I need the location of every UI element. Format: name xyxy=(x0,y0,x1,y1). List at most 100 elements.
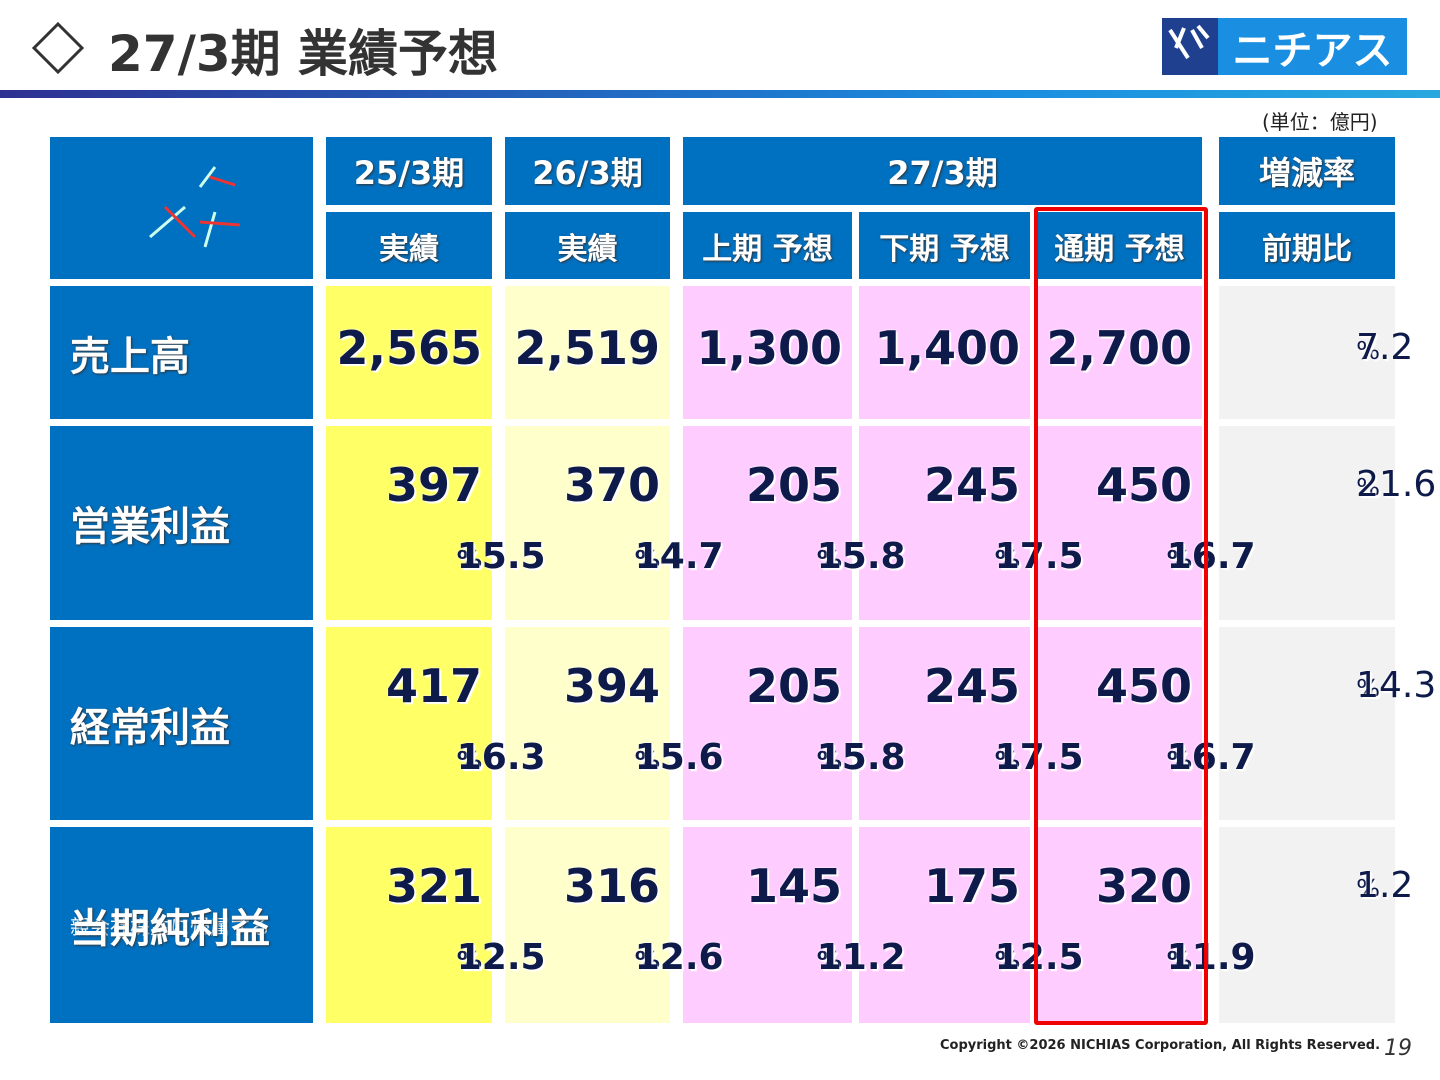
value: 417 xyxy=(385,659,482,713)
value: 397 xyxy=(385,458,482,512)
margin-unit: % xyxy=(994,946,1020,975)
highlight-frame xyxy=(1034,207,1208,1025)
cell-bg xyxy=(859,827,1030,1023)
row-label-text: 経常利益 xyxy=(70,704,230,751)
value: 2,700 xyxy=(1046,321,1192,375)
value: 205 xyxy=(745,458,842,512)
value: 450 xyxy=(1095,659,1192,713)
cell-bg xyxy=(1037,286,1202,419)
margin: 15.8% xyxy=(683,534,906,580)
cell-bg xyxy=(1037,627,1202,820)
change-value: 7.2 xyxy=(1356,327,1414,368)
margin-value: 12.5 xyxy=(456,937,546,978)
page-number: 19 xyxy=(1384,1036,1412,1061)
value: 245 xyxy=(923,659,1020,713)
margin-value: 15.5 xyxy=(456,536,546,577)
cell-bg xyxy=(1219,627,1395,820)
change-unit: % xyxy=(1356,473,1380,502)
logo: ニチアス xyxy=(1218,18,1407,75)
change-value: 21.6 xyxy=(1356,464,1437,505)
margin-value: 12.6 xyxy=(634,937,724,978)
title-rule xyxy=(0,90,1440,98)
group-header: 25/3期 xyxy=(326,137,492,205)
margin: 14.7% xyxy=(505,534,724,580)
cell-bg xyxy=(505,426,670,620)
cell-bg xyxy=(1037,426,1202,620)
logo-mark xyxy=(1162,18,1218,75)
value: 145 xyxy=(745,859,842,913)
group-header: 27/3期 xyxy=(683,137,1202,205)
row-label: 営業利益 xyxy=(50,426,313,620)
margin-value: 14.7 xyxy=(634,536,724,577)
title: 27/3期 業績予想 xyxy=(108,25,499,83)
cell-bg xyxy=(326,426,492,620)
margin: 16.3% xyxy=(326,735,546,781)
sub-header: 実績 xyxy=(326,212,492,279)
cell-bg xyxy=(505,827,670,1023)
margin-value: 15.8 xyxy=(816,536,906,577)
value: 1,300 xyxy=(696,321,842,375)
value: 2,565 xyxy=(336,321,482,375)
value: 321 xyxy=(385,859,482,913)
value: 316 xyxy=(563,859,660,913)
change-unit: % xyxy=(1356,336,1380,365)
row-sublabel: 親会社株主に帰属する xyxy=(70,914,270,939)
value: 394 xyxy=(563,659,660,713)
margin-unit: % xyxy=(634,545,660,574)
change: 7.2% xyxy=(1219,324,1413,372)
margin-value: 12.5 xyxy=(994,937,1084,978)
value: 245 xyxy=(923,458,1020,512)
margin-unit: % xyxy=(816,946,842,975)
sub-header: 下期 予想 xyxy=(859,212,1030,279)
margin-unit: % xyxy=(456,746,482,775)
value: 2,519 xyxy=(514,321,660,375)
margin-unit: % xyxy=(816,746,842,775)
margin: 17.5% xyxy=(859,735,1084,781)
margin-unit: % xyxy=(1166,946,1192,975)
value: 370 xyxy=(563,458,660,512)
change: 1.2% xyxy=(1219,862,1413,910)
margin: 12.5% xyxy=(326,935,546,981)
margin: 15.6% xyxy=(505,735,724,781)
group-header: 26/3期 xyxy=(505,137,670,205)
change-value: 14.3 xyxy=(1356,665,1437,706)
row-label: 売上高 xyxy=(50,286,313,419)
cell-bg xyxy=(683,827,852,1023)
margin-unit: % xyxy=(994,545,1020,574)
change-value: 1.2 xyxy=(1356,865,1414,906)
cell-bg xyxy=(1037,827,1202,1023)
value: 175 xyxy=(923,859,1020,913)
change: 21.6% xyxy=(1219,461,1436,509)
margin: 15.8% xyxy=(683,735,906,781)
cell-bg xyxy=(1219,286,1395,419)
cell-bg xyxy=(859,286,1030,419)
cell-bg xyxy=(683,627,852,820)
cell-bg xyxy=(326,286,492,419)
margin: 16.7% xyxy=(1037,534,1256,580)
sub-header: 上期 予想 xyxy=(683,212,852,279)
margin-value: 11.9 xyxy=(1166,937,1256,978)
margin: 11.2% xyxy=(683,935,906,981)
margin-unit: % xyxy=(1166,545,1192,574)
row-label: 経常利益 xyxy=(50,627,313,820)
margin-unit: % xyxy=(456,946,482,975)
margin-unit: % xyxy=(456,545,482,574)
margin-value: 17.5 xyxy=(994,536,1084,577)
sub-header: 通期 予想 xyxy=(1037,212,1202,279)
margin-value: 15.6 xyxy=(634,737,724,778)
margin-unit: % xyxy=(634,746,660,775)
cell-bg xyxy=(859,627,1030,820)
margin-value: 15.8 xyxy=(816,737,906,778)
margin: 11.9% xyxy=(1037,935,1256,981)
margin: 17.5% xyxy=(859,534,1084,580)
margin: 12.6% xyxy=(505,935,724,981)
diamond-icon xyxy=(31,21,85,75)
margin-unit: % xyxy=(1166,746,1192,775)
margin-unit: % xyxy=(816,545,842,574)
margin-value: 16.7 xyxy=(1166,737,1256,778)
cell-bg xyxy=(683,426,852,620)
margin-unit: % xyxy=(994,746,1020,775)
row-label-text: 営業利益 xyxy=(70,504,230,550)
cell-bg xyxy=(326,627,492,820)
